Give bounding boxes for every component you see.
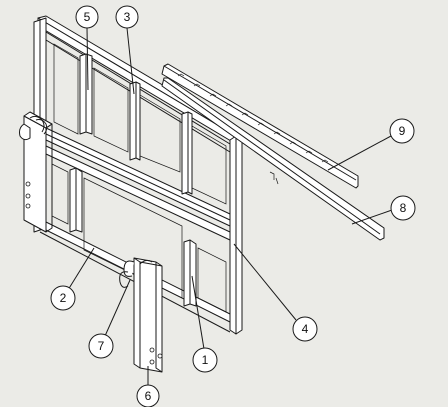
balloon-6: 6 bbox=[136, 384, 160, 407]
balloon-8: 8 bbox=[390, 195, 416, 221]
right-hook-plate bbox=[119, 257, 163, 373]
balloon-2: 2 bbox=[50, 285, 76, 311]
balloon-1: 1 bbox=[192, 347, 218, 373]
balloon-3: 3 bbox=[115, 5, 139, 29]
lower-bar bbox=[161, 77, 385, 241]
balloon-9: 9 bbox=[389, 118, 415, 144]
balloon-label: 9 bbox=[399, 124, 406, 138]
balloon-5: 5 bbox=[75, 5, 99, 29]
balloon-label: 4 bbox=[302, 322, 309, 336]
balloon-label: 1 bbox=[202, 353, 209, 367]
upper-bar bbox=[161, 63, 359, 189]
balloon-label: 6 bbox=[145, 389, 152, 403]
balloon-7: 7 bbox=[88, 333, 114, 359]
balloon-4: 4 bbox=[292, 316, 318, 342]
left-hook-plate bbox=[19, 111, 53, 233]
balloon-label: 2 bbox=[60, 291, 67, 305]
balloon-label: 7 bbox=[98, 339, 105, 353]
balloon-label: 8 bbox=[400, 201, 407, 215]
balloon-label: 3 bbox=[124, 10, 131, 24]
balloon-label: 5 bbox=[84, 10, 91, 24]
leader-lines bbox=[67, 27, 393, 388]
